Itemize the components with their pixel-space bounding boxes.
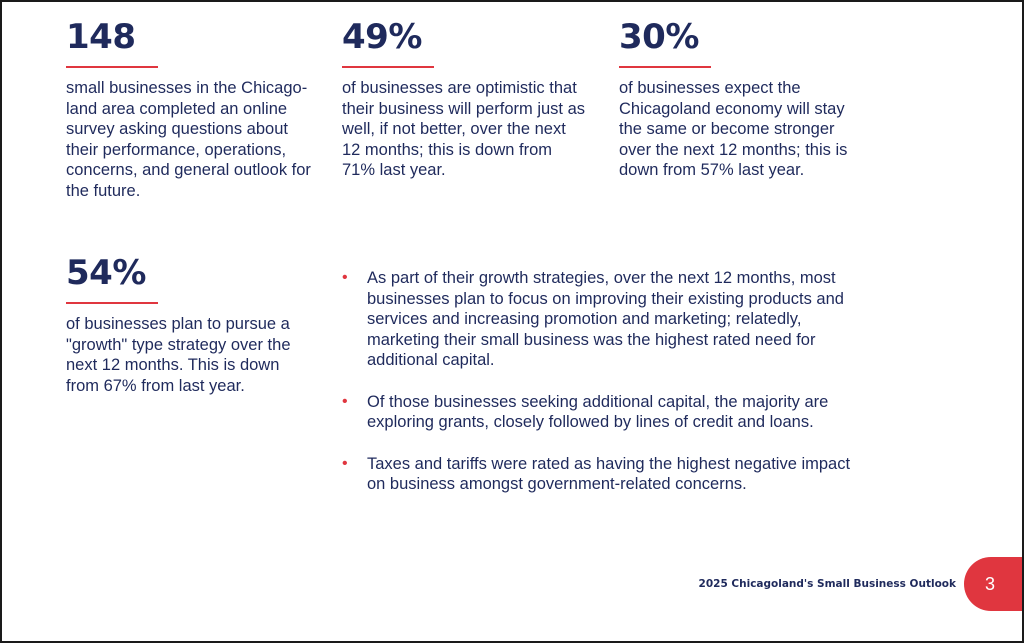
page-number: 3 [984,573,995,594]
footer-title: 2025 Chicagoland's Small Business Outloo… [698,578,956,590]
stat-number: 30% [619,17,699,57]
list-item: • As part of their growth strategies, ov… [342,268,867,371]
stat-description: of businesses expect the Chicagoland eco… [619,79,848,179]
stat-block-148: 148 small businesses in the Chicago-land… [66,20,316,201]
stat-description: small businesses in the Chicago-land are… [66,79,311,200]
bullet-dot-icon: • [342,454,348,472]
stat-number: 54% [66,253,146,293]
key-findings-list: • As part of their growth strategies, ov… [342,268,867,516]
bullet-dot-icon: • [342,269,348,286]
stat-divider [342,66,434,68]
stat-number: 49% [342,17,422,57]
bullet-text: As part of their growth strategies, over… [367,269,844,369]
stat-divider [66,66,158,68]
stat-block-30: 30% of businesses expect the Chicagoland… [619,20,859,181]
stat-block-54: 54% of businesses plan to pursue a "grow… [66,256,306,396]
stat-description: of businesses plan to pursue a "growth" … [66,315,291,395]
list-item: • Taxes and tariffs were rated as having… [342,454,867,495]
stat-divider [66,302,158,304]
stat-description: of businesses are optimistic that their … [342,79,586,179]
bullet-dot-icon: • [342,392,348,410]
page-number-badge: 3 [964,557,1022,611]
stat-block-49: 49% of businesses are optimistic that th… [342,20,587,181]
stat-number: 148 [66,17,136,57]
stat-divider [619,66,711,68]
bullet-text: Taxes and tariffs were rated as having t… [367,454,851,494]
bullet-text: Of those businesses seeking additional c… [367,392,829,432]
list-item: • Of those businesses seeking additional… [342,392,867,433]
